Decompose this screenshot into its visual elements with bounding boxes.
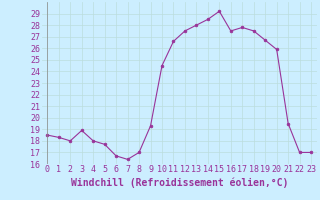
X-axis label: Windchill (Refroidissement éolien,°C): Windchill (Refroidissement éolien,°C) [70,177,288,188]
